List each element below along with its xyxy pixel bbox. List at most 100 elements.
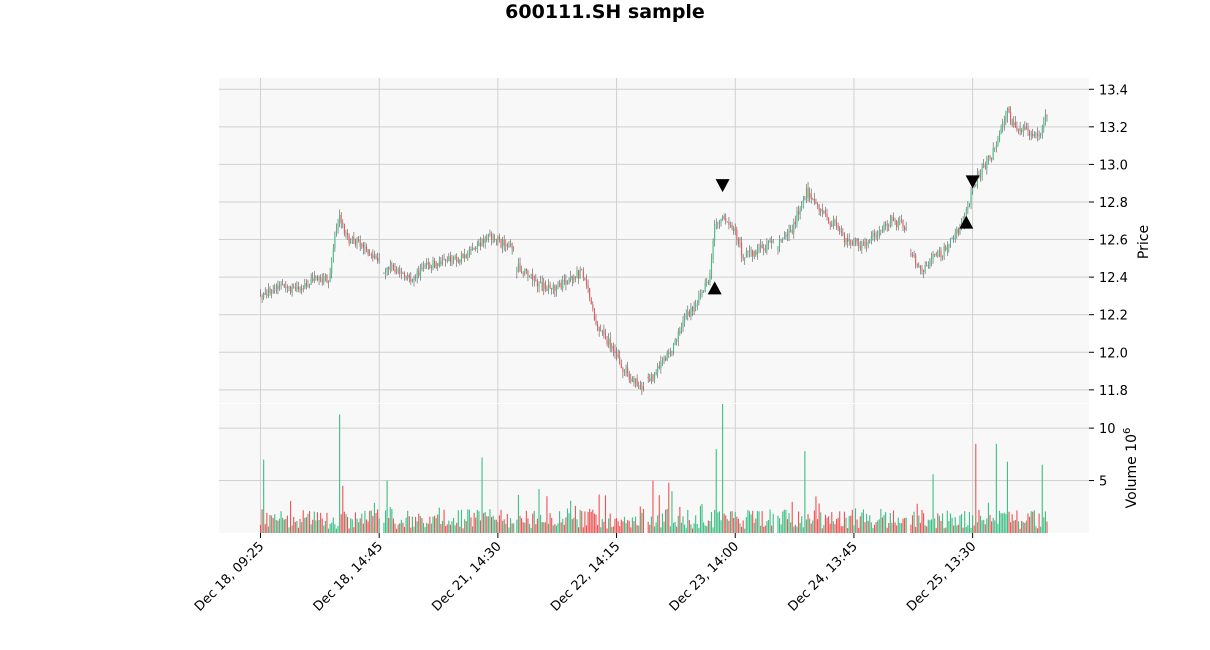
volume-bar [766, 521, 768, 533]
candle-body [921, 268, 923, 270]
volume-bar [598, 494, 600, 533]
candle-body [992, 148, 994, 160]
volume-bar [399, 523, 401, 533]
candle-body [508, 244, 510, 247]
volume-bar [487, 516, 489, 533]
candle-body [351, 237, 353, 241]
candle-body [541, 282, 543, 292]
volume-bar [551, 517, 553, 533]
candle-body [467, 256, 469, 259]
volume-bar [413, 526, 415, 533]
xtick-label: Dec 24, 13:45 [785, 539, 860, 614]
volume-bar [970, 527, 972, 533]
candle-body [530, 274, 532, 276]
volume-bar [1046, 521, 1048, 533]
candle-body [900, 220, 902, 221]
candle-body [484, 238, 486, 243]
volume-bar [339, 414, 341, 533]
volume-bar [769, 509, 771, 533]
candle-body [440, 261, 442, 265]
candle-body [280, 284, 282, 286]
xtick-label: Dec 22, 14:15 [548, 539, 623, 614]
volume-bar [891, 522, 893, 533]
volume-bar [286, 515, 288, 533]
x-axis: Dec 18, 09:25 Dec 18, 14:45 Dec 21, 14:30 D… [192, 533, 979, 615]
candle-body [642, 386, 645, 390]
volume-bar [851, 509, 853, 533]
candle-body [691, 307, 694, 312]
candle-body [739, 242, 741, 244]
volume-bar [549, 513, 551, 533]
volume-bar [995, 443, 997, 533]
volume-bar [843, 511, 845, 533]
candle-body [946, 247, 948, 250]
candle-body [598, 327, 600, 331]
candle-body [790, 229, 792, 231]
volume-bar [793, 526, 795, 533]
candle-body [313, 277, 315, 282]
volume-bar [573, 517, 575, 533]
candle-body [677, 331, 679, 341]
volume-bar [364, 510, 366, 533]
volume-bar [674, 521, 676, 533]
candle-body [851, 243, 853, 246]
volume-bar [854, 508, 857, 533]
candle-body [400, 273, 402, 274]
volume-exponent: 6 [1122, 428, 1133, 434]
volume-bar [351, 519, 353, 533]
volume-bar [590, 511, 592, 533]
candle-body [956, 228, 958, 233]
volume-bar [1040, 526, 1042, 533]
candle-body [408, 275, 410, 279]
candle-body [386, 267, 388, 272]
candle-body [1019, 128, 1021, 131]
candle-body [429, 264, 431, 268]
volume-bar [630, 527, 632, 533]
candle-body [679, 331, 681, 334]
volume-bar [962, 527, 964, 533]
candle-body [824, 210, 827, 214]
xtick-label: Dec 18, 14:45 [311, 539, 386, 614]
volume-bar [457, 510, 459, 533]
candle-body [473, 247, 475, 249]
candle-body [942, 256, 944, 258]
volume-bar [731, 511, 733, 533]
volume-bar [979, 515, 982, 533]
volume-bar [301, 522, 303, 533]
volume-bar [389, 507, 391, 533]
candle-body [630, 379, 632, 382]
candle-body [302, 288, 304, 290]
candle-body [552, 284, 554, 290]
candle-body [1041, 126, 1043, 135]
volume-bar [930, 519, 933, 533]
volume-bar [403, 526, 406, 533]
volume-bar [835, 518, 838, 533]
candle-body [835, 222, 838, 226]
volume-bar [600, 527, 602, 533]
volume-bar [445, 526, 447, 533]
candle-body [892, 217, 895, 222]
volume-bar [291, 525, 293, 533]
volume-bar [492, 515, 494, 533]
volume-bar [405, 517, 407, 533]
volume-bar [840, 526, 842, 533]
volume-bar [331, 522, 333, 533]
volume-bar [283, 519, 285, 533]
volume-bar [481, 457, 483, 533]
volume-bar [606, 528, 608, 533]
candle-body [487, 234, 489, 239]
volume-bar [883, 514, 885, 533]
candle-body [948, 244, 950, 248]
candle-body [718, 222, 720, 224]
volume-bar [467, 509, 469, 533]
volume-bar [1041, 464, 1043, 533]
volume-bar [595, 514, 597, 533]
candle-body [402, 273, 404, 274]
candle-body [327, 281, 330, 283]
volume-bar [739, 523, 741, 533]
candle-body [320, 277, 322, 279]
candle-body [665, 357, 667, 361]
volume-bar [842, 526, 844, 533]
volume-bar [421, 518, 423, 533]
volume-bar [302, 510, 304, 533]
